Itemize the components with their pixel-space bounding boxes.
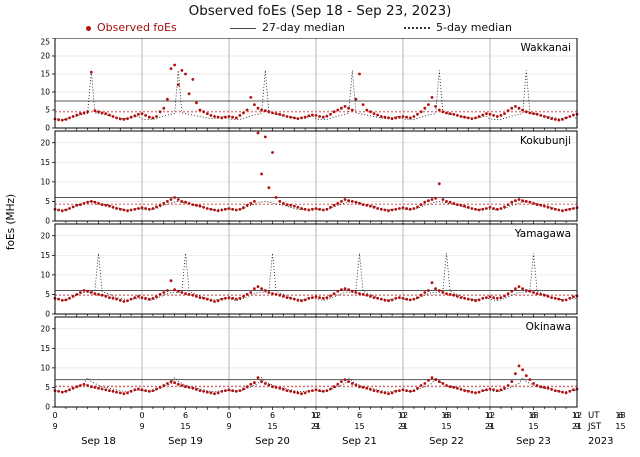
5-day-median-line [54,200,578,211]
jst-hour-label: 21 [398,422,408,431]
chart-legend: Observed foEs 27-day median 5-day median [0,21,640,37]
jst-hour-label: 21 [311,422,321,431]
solid-line-marker-icon [230,27,256,29]
ut-hour-label: 6 [183,411,188,420]
5-day-median-line [54,70,578,121]
jst-hour-label: 9 [226,422,231,431]
ut-hour-label: 18 [615,411,625,420]
station-label: Wakkanai [520,42,571,54]
jst-hour-label: 15 [528,422,538,431]
ut-hour-label: 0 [313,411,318,420]
ut-hour-label: 6 [357,411,362,420]
ut-hour-label: 0 [400,411,405,420]
jst-hour-label: 15 [354,422,364,431]
station-label: Yamagawa [514,228,571,240]
date-label: Sep 20 [255,436,290,447]
ut-hour-label: 12 [398,411,408,420]
y-tick-label: 5 [45,383,50,392]
jst-hour-label: 9 [487,422,492,431]
ut-hour-label: 0 [574,411,579,420]
date-label: Sep 19 [168,436,203,447]
ut-hour-label: 12 [572,411,582,420]
legend-label-5day: 5-day median [436,21,512,34]
jst-hour-label: 15 [615,422,625,431]
y-tick-label: 15 [40,70,50,79]
jst-hour-label: 15 [441,422,451,431]
ut-hour-label: 0 [487,411,492,420]
ut-hour-label: 12 [485,411,495,420]
observed-points [53,364,579,396]
date-label: Sep 22 [429,436,464,447]
ut-hour-label: 6 [270,411,275,420]
legend-label-27day: 27-day median [262,21,345,34]
jst-hour-label: 21 [572,422,582,431]
station-label: Okinawa [526,321,571,333]
year-label: 2023 [588,436,613,447]
ut-hour-label: 18 [528,411,538,420]
ut-hour-label: 6 [444,411,449,420]
ut-hour-label: 12 [311,411,321,420]
ut-axis-label: UT [588,411,600,421]
legend-item-observed: Observed foEs [86,21,177,34]
y-tick-label: 5 [45,197,50,206]
y-tick-label: 10 [40,177,50,186]
jst-hour-label: 9 [52,422,57,431]
y-tick-label: 10 [40,270,50,279]
ut-hour-label: 0 [52,411,57,420]
legend-label-observed: Observed foEs [97,21,177,34]
y-tick-label: 10 [40,88,50,97]
y-tick-label: 20 [40,324,50,333]
chart-title: Observed foEs (Sep 18 - Sep 23, 2023) [188,3,452,19]
ut-hour-label: 18 [441,411,451,420]
date-label: Sep 21 [342,436,377,447]
5-day-median-line [54,253,578,301]
station-label: Kokubunji [520,135,571,147]
dotted-line-marker-icon [404,27,430,29]
y-tick-label: 0 [45,124,50,133]
legend-item-27day-median: 27-day median [230,21,345,34]
jst-hour-label: 9 [400,422,405,431]
ut-hour-label: 0 [226,411,231,420]
jst-axis-label: JST [587,422,602,432]
y-axis-title: foEs (MHz) [5,194,17,250]
ut-hour-label: 6 [618,411,623,420]
observed-points [53,131,579,213]
y-tick-label: 25 [40,38,50,47]
date-label: Sep 18 [81,436,116,447]
jst-hour-label: 9 [574,422,579,431]
panel-yamagawa: 0 5 10 15 20 Yamagawa [40,223,579,319]
y-tick-label: 20 [40,52,50,61]
panel-okinawa: 0 5 10 15 20 Okinawa [40,316,579,412]
date-label: Sep 23 [516,436,551,447]
y-tick-label: 0 [45,403,50,412]
jst-hour-label: 9 [313,422,318,431]
red-dot-marker-icon [86,25,91,31]
ut-hour-label: 0 [139,411,144,420]
foes-multi-panel-chart: 0 5 10 15 20 25 Wakkanai 0 5 10 15 20 Kokubunji 0 5 10 1… [5,38,626,447]
y-tick-label: 15 [40,251,50,260]
jst-hour-label: 15 [180,422,190,431]
y-tick-label: 5 [45,290,50,299]
ut-hour-label: 6 [531,411,536,420]
legend-item-5day-median: 5-day median [404,21,512,34]
jst-hour-label: 15 [267,422,277,431]
y-tick-label: 10 [40,363,50,372]
y-tick-label: 5 [45,106,50,115]
jst-hour-label: 9 [139,422,144,431]
y-tick-label: 0 [45,310,50,319]
y-tick-label: 20 [40,138,50,147]
observed-points [53,63,579,122]
y-tick-label: 15 [40,344,50,353]
panel-wakkanai: 0 5 10 15 20 25 Wakkanai [40,38,579,133]
y-tick-label: 0 [45,217,50,226]
panel-kokubunji: 0 5 10 15 20 Kokubunji [40,130,579,226]
jst-hour-label: 21 [485,422,495,431]
y-tick-label: 20 [40,231,50,240]
5-day-median-line [54,377,578,393]
observed-points [53,279,579,303]
y-tick-label: 15 [40,158,50,167]
